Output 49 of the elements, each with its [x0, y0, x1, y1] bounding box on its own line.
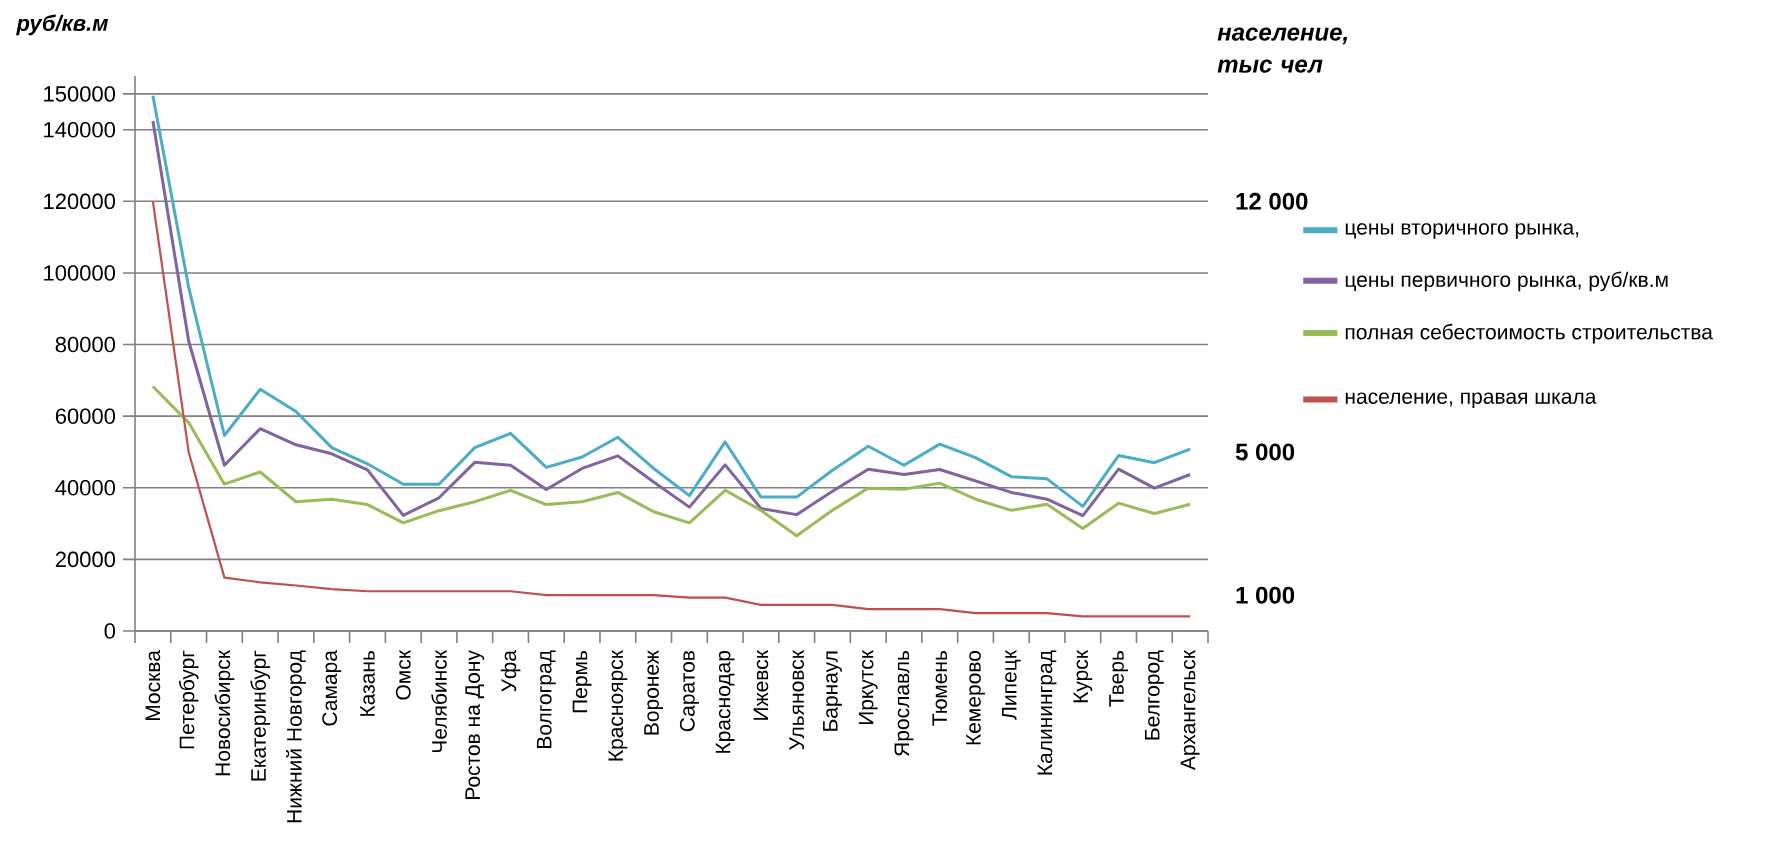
- y-tick-label: 120000: [44, 193, 116, 210]
- x-tick-label: Ижевск: [753, 649, 769, 720]
- x-tick-label: Липецк: [1002, 649, 1021, 720]
- y-tick-label: 20000: [55, 551, 116, 568]
- x-tick-label: Москва: [145, 650, 161, 721]
- x-tick-label: Саратов: [679, 651, 699, 732]
- y-tick-label: 40000: [55, 480, 116, 496]
- x-tick-label: Челябинск: [431, 649, 447, 753]
- x-tick-label: Ульяновск: [789, 649, 805, 750]
- x-tick-label: Пермь: [572, 650, 592, 713]
- x-tick-label: Тверь: [1109, 650, 1128, 707]
- x-tick-label: Калининград: [1037, 650, 1057, 775]
- y-tick-label: 0: [104, 623, 116, 639]
- line-series: [151, 384, 1192, 538]
- x-tick-label: Тюмень: [932, 650, 948, 726]
- x-tick-label: Архангельск: [1180, 649, 1200, 771]
- y2-tick-label: 1 000: [1236, 586, 1295, 604]
- x-tick-label: Самара: [322, 650, 342, 726]
- y-tick-label: 100000: [44, 265, 116, 281]
- x-tick-label: Барнаул: [823, 651, 842, 731]
- legend-label: население, правая шкала: [1345, 392, 1597, 409]
- y2-axis-title: население, тыс чел: [1217, 27, 1348, 73]
- y2-tick-label: 12 000: [1236, 192, 1308, 210]
- x-tick-label: Новосибирск: [214, 649, 235, 776]
- x-tick-label: Ростов на Дону: [465, 650, 485, 799]
- legend-label: полная себестоимость строительства: [1345, 323, 1713, 344]
- x-tick-label: Воронеж: [644, 650, 664, 735]
- x-tick-label: Волгоград: [536, 650, 556, 748]
- x-tick-label: Курск: [1073, 649, 1093, 703]
- x-tick-label: Казань: [360, 650, 375, 716]
- x-tick-label: Иркутск: [858, 649, 878, 725]
- legend-label: цены первичного рынка, руб/кв.м: [1345, 271, 1668, 292]
- legend-label: цены вторичного рынка,: [1345, 223, 1579, 239]
- x-tick-label: Белгород: [1144, 650, 1164, 740]
- y-tick-label: 150000: [44, 86, 116, 102]
- x-tick-label: Ярославль: [894, 650, 914, 756]
- y2-tick-label: 5 000: [1235, 443, 1295, 461]
- x-tick-label: Петербург: [178, 650, 199, 749]
- x-tick-label: Краснодар: [715, 650, 735, 753]
- x-tick-label: Кемерово: [966, 650, 985, 745]
- y-tick-label: 80000: [55, 336, 116, 353]
- x-tick-label: Екатеринбург: [250, 650, 271, 781]
- y-tick-label: 60000: [55, 408, 116, 424]
- x-tick-label: Нижний Новгород: [285, 650, 306, 823]
- y-axis-title: руб/кв.м: [16, 14, 109, 36]
- x-tick-label: Красноярск: [608, 649, 628, 761]
- y-tick-label: 140000: [44, 121, 116, 138]
- x-tick-label: Уфа: [500, 650, 521, 692]
- x-tick-label: Омск: [395, 649, 411, 700]
